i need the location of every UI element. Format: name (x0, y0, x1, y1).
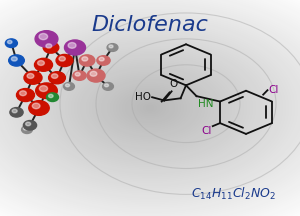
Ellipse shape (126, 94, 174, 122)
Circle shape (12, 109, 17, 113)
Circle shape (64, 83, 74, 90)
Ellipse shape (51, 50, 249, 166)
Ellipse shape (42, 45, 258, 171)
Ellipse shape (147, 106, 153, 110)
Ellipse shape (72, 62, 228, 154)
Circle shape (10, 108, 23, 117)
Circle shape (97, 56, 110, 65)
Ellipse shape (96, 76, 204, 140)
Ellipse shape (0, 20, 300, 196)
Ellipse shape (99, 78, 201, 138)
Circle shape (68, 43, 76, 48)
Ellipse shape (18, 31, 282, 185)
Circle shape (35, 31, 58, 47)
Ellipse shape (48, 48, 252, 168)
Ellipse shape (33, 40, 267, 176)
Ellipse shape (141, 103, 159, 113)
Ellipse shape (63, 57, 237, 159)
Circle shape (56, 54, 73, 67)
Circle shape (107, 44, 118, 51)
Ellipse shape (30, 38, 270, 178)
Circle shape (104, 84, 109, 87)
Ellipse shape (129, 96, 171, 120)
Ellipse shape (9, 25, 291, 191)
Circle shape (59, 57, 65, 61)
Ellipse shape (57, 54, 243, 162)
Ellipse shape (21, 33, 279, 183)
Text: $C_{14}H_{11}Cl_2NO_2$: $C_{14}H_{11}Cl_2NO_2$ (191, 186, 277, 202)
Ellipse shape (135, 99, 165, 117)
Ellipse shape (117, 89, 183, 127)
Circle shape (5, 39, 17, 48)
Circle shape (46, 44, 52, 48)
Ellipse shape (0, 17, 300, 199)
Ellipse shape (0, 6, 300, 210)
Circle shape (32, 103, 40, 109)
Text: O: O (169, 79, 178, 89)
Ellipse shape (0, 10, 300, 206)
Text: HN: HN (198, 99, 214, 109)
Circle shape (82, 57, 88, 61)
Ellipse shape (24, 34, 276, 182)
Ellipse shape (93, 75, 207, 141)
Ellipse shape (111, 85, 189, 131)
Circle shape (23, 127, 28, 130)
Circle shape (29, 101, 49, 115)
Ellipse shape (120, 91, 180, 125)
Circle shape (99, 57, 104, 61)
Ellipse shape (78, 66, 222, 150)
Circle shape (26, 122, 31, 126)
Circle shape (38, 60, 44, 65)
Ellipse shape (60, 55, 240, 161)
Ellipse shape (0, 3, 300, 213)
Ellipse shape (0, 13, 300, 203)
Ellipse shape (123, 92, 177, 124)
Circle shape (43, 42, 59, 53)
Circle shape (73, 71, 86, 80)
Circle shape (65, 84, 70, 87)
Circle shape (49, 94, 53, 98)
Circle shape (75, 72, 80, 76)
Ellipse shape (39, 43, 261, 173)
Ellipse shape (132, 97, 168, 119)
Ellipse shape (105, 82, 195, 134)
Ellipse shape (0, 8, 300, 208)
Circle shape (22, 126, 32, 133)
Ellipse shape (102, 80, 198, 136)
Ellipse shape (108, 83, 192, 133)
Ellipse shape (0, 11, 300, 205)
Ellipse shape (0, 5, 300, 211)
Ellipse shape (54, 52, 246, 164)
Text: Cl: Cl (268, 85, 278, 95)
Ellipse shape (0, 15, 300, 201)
Circle shape (24, 71, 42, 84)
Ellipse shape (36, 41, 264, 175)
Circle shape (90, 71, 97, 76)
Ellipse shape (45, 47, 255, 169)
Ellipse shape (87, 71, 213, 145)
Circle shape (109, 45, 113, 48)
Ellipse shape (114, 87, 186, 129)
Circle shape (46, 93, 58, 102)
Circle shape (34, 58, 52, 71)
Text: Cl: Cl (201, 126, 212, 136)
Ellipse shape (66, 59, 234, 157)
